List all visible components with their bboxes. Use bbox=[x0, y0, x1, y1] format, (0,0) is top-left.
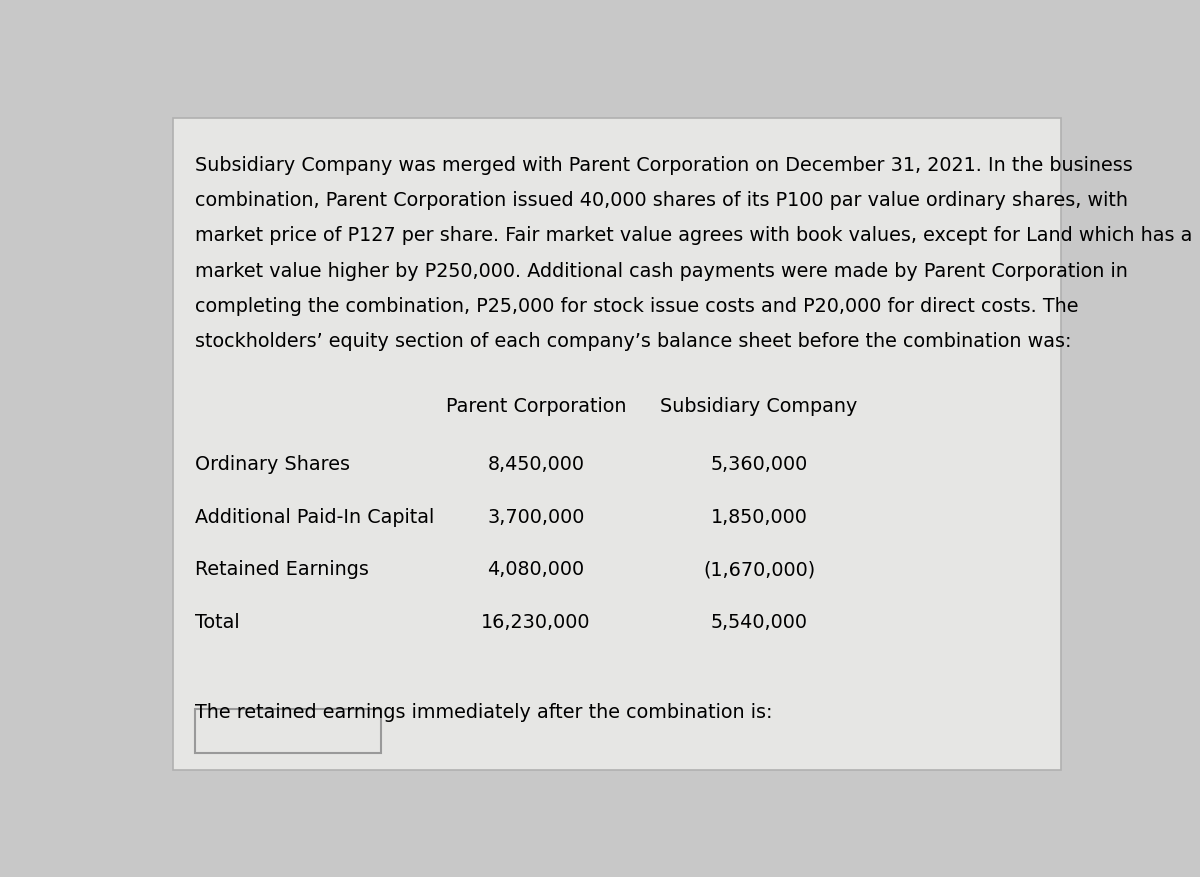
Text: 3,700,000: 3,700,000 bbox=[487, 507, 584, 526]
Text: 16,230,000: 16,230,000 bbox=[481, 612, 590, 631]
Text: market price of P127 per share. Fair market value agrees with book values, excep: market price of P127 per share. Fair mar… bbox=[194, 226, 1192, 245]
Text: combination, Parent Corporation issued 40,000 shares of its P100 par value ordin: combination, Parent Corporation issued 4… bbox=[194, 191, 1128, 210]
FancyBboxPatch shape bbox=[194, 709, 380, 753]
Text: Retained Earnings: Retained Earnings bbox=[194, 560, 368, 579]
Text: Ordinary Shares: Ordinary Shares bbox=[194, 454, 349, 474]
FancyBboxPatch shape bbox=[173, 118, 1062, 770]
Text: 4,080,000: 4,080,000 bbox=[487, 560, 584, 579]
Text: completing the combination, P25,000 for stock issue costs and P20,000 for direct: completing the combination, P25,000 for … bbox=[194, 296, 1078, 316]
Text: (1,670,000): (1,670,000) bbox=[703, 560, 815, 579]
Text: Subsidiary Company: Subsidiary Company bbox=[660, 397, 858, 416]
Text: Subsidiary Company was merged with Parent Corporation on December 31, 2021. In t: Subsidiary Company was merged with Paren… bbox=[194, 156, 1133, 175]
Text: 1,850,000: 1,850,000 bbox=[710, 507, 808, 526]
Text: 5,540,000: 5,540,000 bbox=[710, 612, 808, 631]
Text: Parent Corporation: Parent Corporation bbox=[445, 397, 626, 416]
Text: Total: Total bbox=[194, 612, 239, 631]
Text: stockholders’ equity section of each company’s balance sheet before the combinat: stockholders’ equity section of each com… bbox=[194, 332, 1072, 351]
Text: 8,450,000: 8,450,000 bbox=[487, 454, 584, 474]
Text: Additional Paid-In Capital: Additional Paid-In Capital bbox=[194, 507, 434, 526]
Text: 5,360,000: 5,360,000 bbox=[710, 454, 808, 474]
Text: market value higher by P250,000. Additional cash payments were made by Parent Co: market value higher by P250,000. Additio… bbox=[194, 261, 1128, 281]
Text: The retained earnings immediately after the combination is:: The retained earnings immediately after … bbox=[194, 702, 772, 721]
